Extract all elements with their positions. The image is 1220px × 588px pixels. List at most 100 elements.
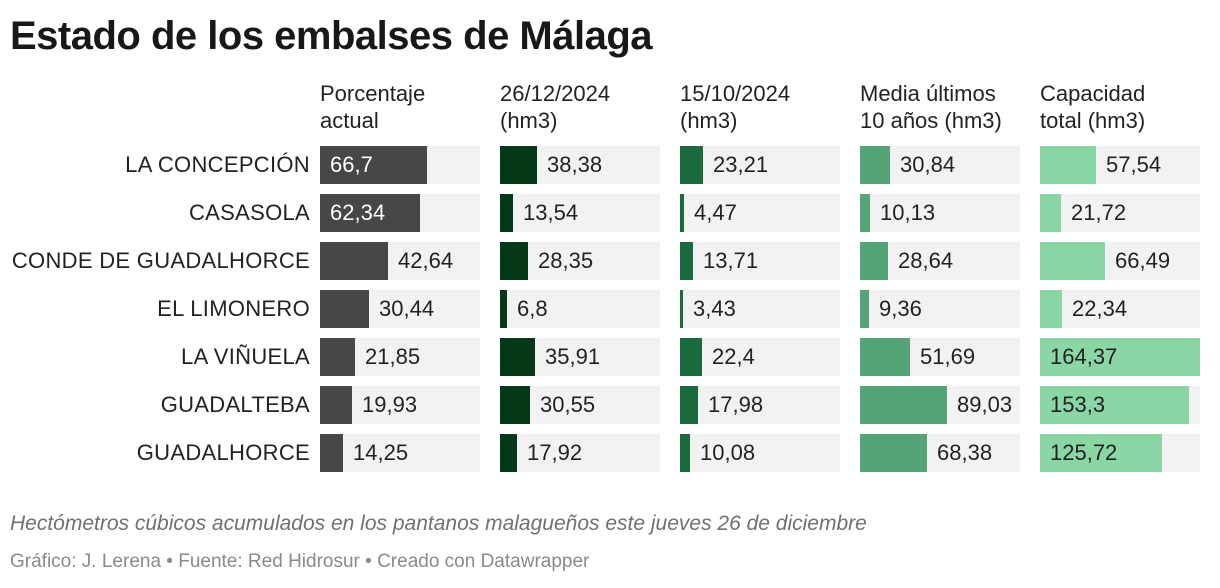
table-cell: 23,21 bbox=[680, 146, 840, 184]
data-label: 28,35 bbox=[538, 248, 594, 273]
table-cell: 21,72 bbox=[1040, 194, 1200, 232]
table-cell: 42,64 bbox=[320, 242, 480, 280]
data-bar bbox=[1040, 194, 1061, 232]
table-cell: 3,43 bbox=[680, 290, 840, 328]
chart-subtitle: Hectómetros cúbicos acumulados en los pa… bbox=[10, 512, 867, 535]
data-label: 23,21 bbox=[713, 152, 769, 177]
data-label: 4,47 bbox=[694, 200, 737, 225]
table-cell: 28,35 bbox=[500, 242, 660, 280]
data-label: 10,13 bbox=[880, 200, 936, 225]
data-bar bbox=[860, 194, 870, 232]
data-label: 22,4 bbox=[712, 344, 755, 369]
data-bar bbox=[500, 290, 507, 328]
data-label: 164,37 bbox=[1050, 344, 1118, 369]
table-cell: 13,54 bbox=[500, 194, 660, 232]
data-label: 30,84 bbox=[900, 152, 956, 177]
row-label: LA VIÑUELA bbox=[181, 344, 310, 369]
chart-footer: Gráfico: J. Lerena • Fuente: Red Hidrosu… bbox=[10, 551, 590, 572]
table-cell: 10,13 bbox=[860, 194, 1020, 232]
table-cell: 14,25 bbox=[320, 434, 480, 472]
data-bar bbox=[320, 290, 369, 328]
row-label: GUADALTEBA bbox=[160, 392, 310, 417]
data-bar bbox=[320, 242, 388, 280]
data-label: 13,71 bbox=[703, 248, 759, 273]
data-bar bbox=[320, 434, 343, 472]
data-bar bbox=[320, 146, 427, 184]
data-bar bbox=[680, 194, 684, 232]
table-cell: 22,34 bbox=[1040, 290, 1200, 328]
table-cell: 10,08 bbox=[680, 434, 840, 472]
data-bar bbox=[500, 338, 535, 376]
data-label: 68,38 bbox=[937, 440, 993, 465]
data-label: 22,34 bbox=[1072, 296, 1128, 321]
data-bar bbox=[680, 386, 698, 424]
data-bar bbox=[1040, 146, 1096, 184]
data-bar bbox=[680, 338, 702, 376]
data-bar bbox=[860, 434, 927, 472]
row-label: GUADALHORCE bbox=[136, 440, 310, 465]
data-label: 62,34 bbox=[330, 200, 386, 225]
data-label: 66,7 bbox=[330, 152, 373, 177]
data-label: 66,49 bbox=[1115, 248, 1171, 273]
data-bar bbox=[1040, 434, 1162, 472]
table-cell: 17,92 bbox=[500, 434, 660, 472]
data-bar bbox=[500, 386, 530, 424]
data-label: 21,72 bbox=[1071, 200, 1127, 225]
data-label: 30,55 bbox=[540, 392, 596, 417]
row-label: CONDE DE GUADALHORCE bbox=[11, 248, 310, 273]
table-cell: 38,38 bbox=[500, 146, 660, 184]
data-bar bbox=[860, 386, 947, 424]
data-label: 21,85 bbox=[365, 344, 421, 369]
table-cell: 30,44 bbox=[320, 290, 480, 328]
table-cell: 19,93 bbox=[320, 386, 480, 424]
data-label: 125,72 bbox=[1050, 440, 1118, 465]
table-cell: 13,71 bbox=[680, 242, 840, 280]
data-label: 38,38 bbox=[547, 152, 603, 177]
data-bar bbox=[860, 242, 888, 280]
table-cell: 68,38 bbox=[860, 434, 1020, 472]
data-bar bbox=[1040, 338, 1200, 376]
row-label: CASASOLA bbox=[188, 200, 310, 225]
column-header: Media últimos 10 años (hm3) bbox=[860, 81, 1002, 133]
table-cell: 28,64 bbox=[860, 242, 1020, 280]
table-cell: 164,37 bbox=[1040, 338, 1200, 376]
table-cell: 62,34 bbox=[320, 194, 480, 232]
data-label: 153,3 bbox=[1050, 392, 1106, 417]
data-bar bbox=[680, 434, 690, 472]
table-cell: 4,47 bbox=[680, 194, 840, 232]
data-bar bbox=[1040, 242, 1105, 280]
data-bar bbox=[320, 338, 355, 376]
data-label: 17,98 bbox=[708, 392, 764, 417]
data-label: 10,08 bbox=[700, 440, 756, 465]
table-cell: 6,8 bbox=[500, 290, 660, 328]
table-cell: 153,3 bbox=[1040, 386, 1200, 424]
data-bar bbox=[320, 386, 352, 424]
column-header: 15/10/2024 (hm3) bbox=[680, 81, 791, 133]
data-label: 6,8 bbox=[517, 296, 548, 321]
table-cell: 17,98 bbox=[680, 386, 840, 424]
column-header: 26/12/2024 (hm3) bbox=[500, 81, 611, 133]
table-cell: 22,4 bbox=[680, 338, 840, 376]
data-bar bbox=[680, 146, 703, 184]
data-label: 9,36 bbox=[879, 296, 922, 321]
row-label: EL LIMONERO bbox=[157, 296, 310, 321]
data-label: 51,69 bbox=[920, 344, 976, 369]
table-cell: 66,7 bbox=[320, 146, 480, 184]
data-label: 35,91 bbox=[545, 344, 601, 369]
data-bar bbox=[1040, 386, 1189, 424]
data-bar bbox=[860, 338, 910, 376]
data-bar bbox=[1040, 290, 1062, 328]
data-label: 13,54 bbox=[523, 200, 579, 225]
data-label: 42,64 bbox=[398, 248, 454, 273]
column-header: Porcentaje actual bbox=[320, 81, 426, 133]
data-bar bbox=[500, 434, 517, 472]
data-label: 17,92 bbox=[527, 440, 583, 465]
data-label: 3,43 bbox=[693, 296, 736, 321]
column-header: Capacidad total (hm3) bbox=[1040, 81, 1146, 133]
chart-title: Estado de los embalses de Málaga bbox=[10, 14, 653, 58]
data-label: 89,03 bbox=[957, 392, 1013, 417]
row-label: LA CONCEPCIÓN bbox=[125, 152, 310, 177]
table-cell: 89,03 bbox=[860, 386, 1020, 424]
table-cell: 51,69 bbox=[860, 338, 1020, 376]
data-bar bbox=[860, 146, 890, 184]
